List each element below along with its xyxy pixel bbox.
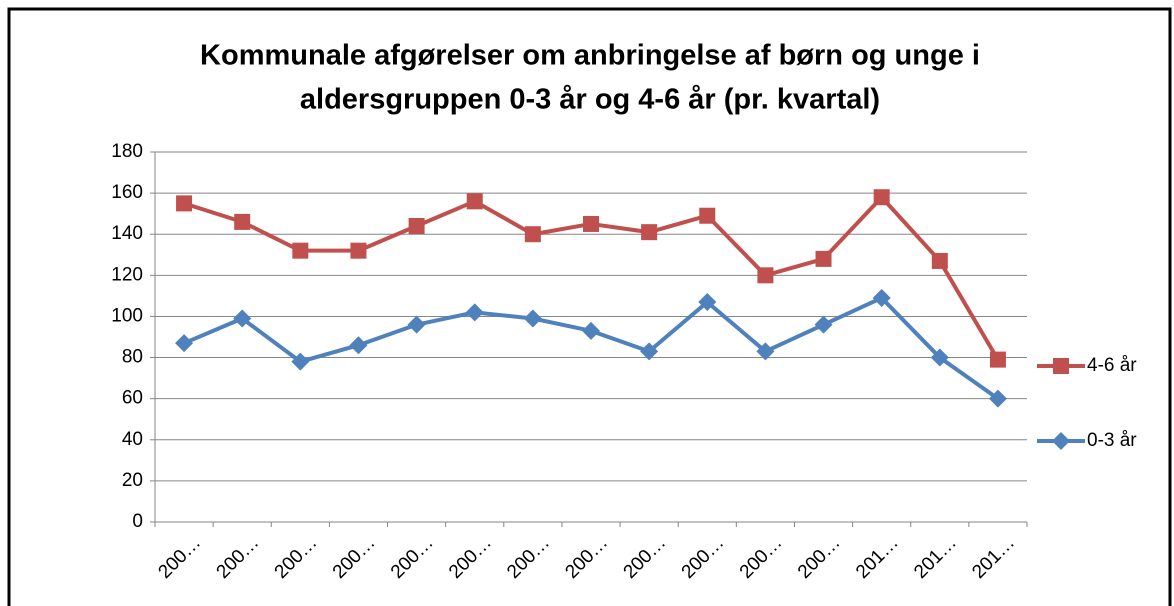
y-tick-label: 180: [111, 141, 143, 162]
y-tick-label: 120: [111, 264, 143, 285]
marker: [407, 315, 426, 334]
marker: [524, 226, 541, 243]
legend-label: 4-6 år: [1087, 355, 1137, 376]
marker: [756, 342, 775, 361]
marker: [814, 315, 833, 334]
marker: [930, 348, 949, 367]
legend-label: 0-3 år: [1087, 430, 1137, 451]
y-tick-label: 160: [111, 182, 143, 203]
marker: [465, 303, 484, 322]
marker: [350, 242, 367, 259]
chart-title: Kommunale afgørelser om anbringelse af b…: [200, 40, 980, 72]
marker: [931, 252, 948, 269]
y-tick-label: 60: [122, 388, 143, 409]
chart-title: aldersgruppen 0-3 år og 4-6 år (pr. kvar…: [300, 84, 880, 116]
marker: [176, 195, 193, 212]
y-tick-label: 20: [122, 470, 143, 491]
marker: [523, 309, 542, 328]
marker: [988, 389, 1007, 408]
marker: [699, 207, 716, 224]
marker: [989, 351, 1006, 368]
marker: [641, 224, 658, 241]
marker: [815, 250, 832, 267]
marker: [408, 218, 425, 234]
marker: [234, 213, 251, 230]
marker: [349, 336, 368, 355]
legend-marker: [1052, 432, 1070, 450]
marker: [583, 215, 599, 232]
chart-frame: [7, 7, 1172, 606]
y-tick-label: 40: [122, 429, 143, 450]
marker: [757, 267, 774, 284]
y-tick-label: 0: [132, 511, 143, 532]
legend-marker: [1053, 358, 1069, 374]
marker: [698, 293, 717, 312]
marker: [873, 189, 890, 206]
marker: [582, 321, 600, 340]
marker: [872, 288, 891, 307]
y-tick-label: 140: [111, 223, 143, 244]
marker: [292, 242, 309, 259]
marker: [640, 342, 659, 361]
marker: [466, 193, 483, 210]
marker: [233, 309, 252, 328]
marker: [175, 334, 194, 353]
y-tick-label: 80: [122, 347, 143, 368]
marker: [291, 352, 310, 371]
y-tick-label: 100: [111, 305, 143, 326]
